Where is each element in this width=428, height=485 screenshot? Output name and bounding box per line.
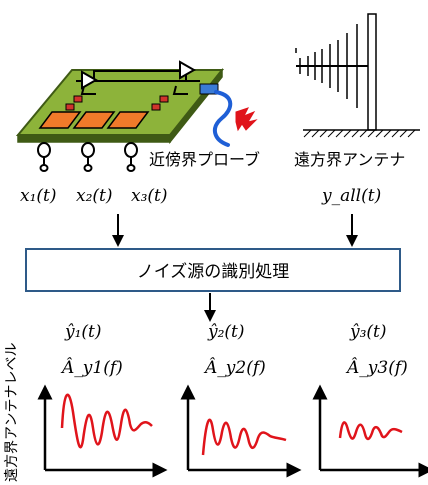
pcb-chips: [38, 111, 150, 129]
output-3-y: ŷ₃(t): [349, 322, 387, 342]
input-x2: x₂(t): [76, 186, 113, 206]
output-graph-1: [37, 384, 168, 478]
graph-2-axes: [180, 384, 302, 478]
graph-3-signal: [338, 421, 403, 441]
output-3-A: Â_y3(f): [345, 357, 408, 378]
graph-1-signal: [60, 393, 153, 449]
pcb-small-components: [65, 95, 169, 111]
probe-1: [37, 142, 51, 172]
input-x3: x₃(t): [131, 186, 168, 206]
probe-2: [81, 142, 95, 172]
pcb-connector: [199, 83, 258, 147]
noise-identification-box: [25, 248, 401, 292]
output-1-y: ŷ₁(t): [64, 322, 102, 342]
input-y-all: y_all(t): [321, 186, 381, 206]
output-2-y: ŷ₂(t): [207, 322, 245, 342]
near-field-probes: [37, 142, 138, 172]
near-probe-label: 近傍界プローブ: [149, 150, 260, 169]
y-axis-label: 遠方界アンテナレベル: [4, 343, 20, 482]
far-field-antenna: [295, 13, 420, 131]
output-graph-2: [180, 384, 302, 478]
output-graph-3: [312, 384, 428, 478]
graph-1-axes: [37, 384, 168, 478]
output-1-A: Â_y1(f): [60, 357, 123, 378]
input-x1: x₁(t): [20, 186, 57, 206]
process-box-label: ノイズ源の識別処理: [137, 262, 290, 282]
graph-3-axes: [312, 384, 428, 478]
output-2-A: Â_y2(f): [203, 357, 266, 378]
probe-3: [124, 142, 138, 172]
far-antenna-label: 遠方界アンテナ: [294, 150, 405, 169]
graph-2-signal: [201, 418, 287, 456]
ground-hatch: [303, 129, 416, 138]
amplifier-symbols: [81, 60, 197, 90]
